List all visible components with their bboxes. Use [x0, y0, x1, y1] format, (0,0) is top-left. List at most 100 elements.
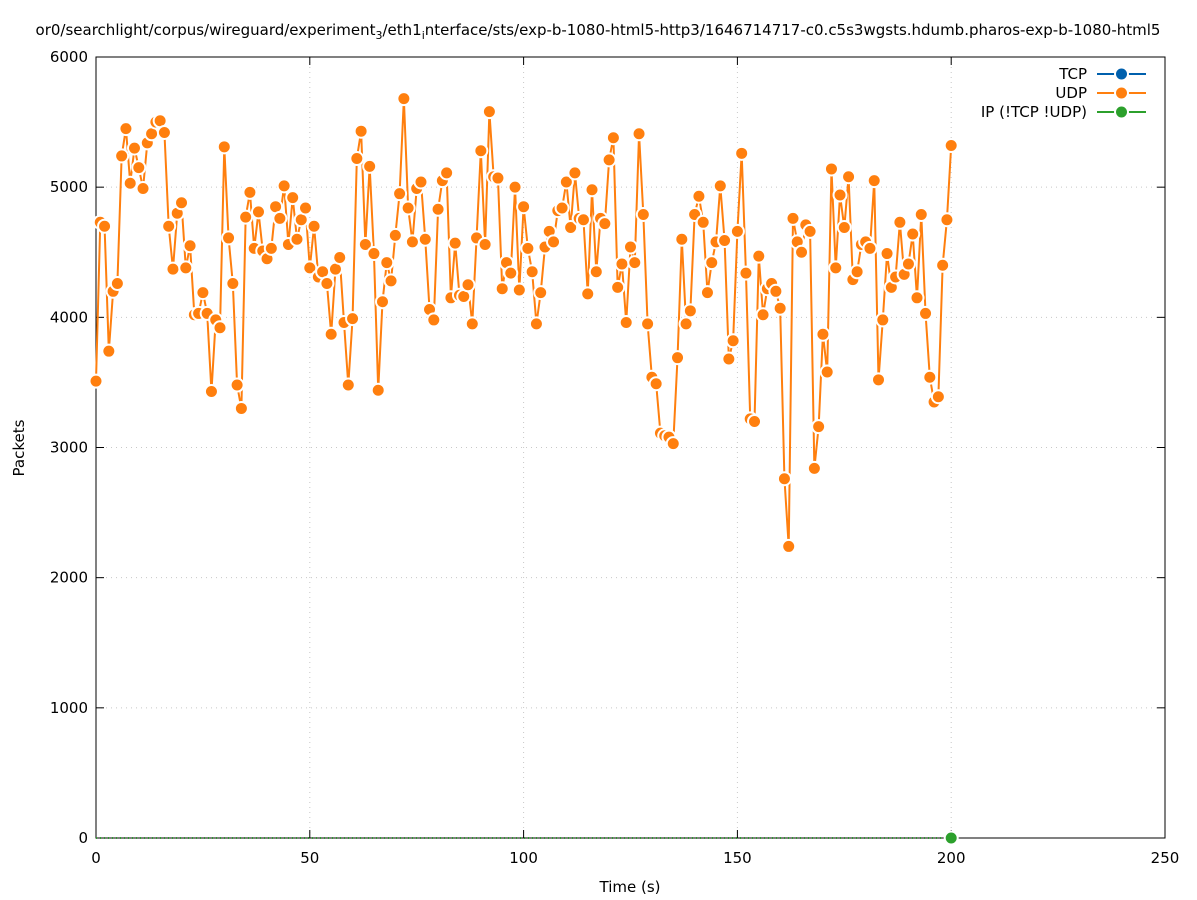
data-point [340, 377, 356, 393]
data-point [635, 207, 651, 223]
data-point [918, 305, 934, 321]
data-point [721, 351, 737, 367]
data-point [216, 139, 232, 155]
data-point [841, 169, 857, 185]
data-point [392, 186, 408, 202]
data-point [477, 236, 493, 252]
data-point [575, 212, 591, 228]
data-point [178, 260, 194, 276]
legend-label: UDP [1055, 84, 1087, 102]
data-point [97, 218, 113, 234]
data-point [126, 140, 142, 156]
legend-item-ip-tcp-udp: IP (!TCP !UDP) [981, 103, 1146, 121]
data-point [922, 369, 938, 385]
data-point [383, 273, 399, 289]
data-point [738, 265, 754, 281]
data-point [627, 255, 643, 271]
data-point [751, 248, 767, 264]
data-point [806, 460, 822, 476]
y-tick-label: 2000 [50, 569, 88, 587]
data-point [156, 124, 172, 140]
data-point [238, 209, 254, 225]
title-segment: nterface/sts/exp-b-1080-html5-http3/1646… [425, 21, 1161, 39]
data-point [567, 165, 583, 181]
data-point [473, 143, 489, 159]
data-point [263, 240, 279, 256]
data-point [755, 307, 771, 323]
series-ip-tcp-udp [96, 830, 959, 846]
data-point [229, 377, 245, 393]
x-tick-label: 250 [1151, 849, 1180, 867]
data-point [939, 212, 955, 228]
grid [96, 57, 1165, 838]
data-point [272, 210, 288, 226]
data-point [584, 182, 600, 198]
data-point [298, 200, 314, 216]
y-tick-label: 5000 [50, 178, 88, 196]
data-point [712, 178, 728, 194]
axes: 0 1000 2000 3000 4000 5000 6000 0 50 100 150 200 250 [50, 48, 1180, 867]
data-point [815, 326, 831, 342]
data-point [195, 285, 211, 301]
x-tick-label: 0 [91, 849, 101, 867]
chart-title: or0/searchlight/corpus/wireguard/experim… [36, 21, 1161, 42]
data-point [558, 174, 574, 190]
data-point [678, 316, 694, 332]
data-point [614, 256, 630, 272]
data-point [426, 312, 442, 328]
data-point [203, 384, 219, 400]
data-point [165, 261, 181, 277]
data-point [943, 138, 959, 154]
data-point [704, 255, 720, 271]
data-point [88, 373, 104, 389]
data-point [943, 830, 959, 846]
title-subscript: 3 [375, 29, 382, 42]
data-point [640, 316, 656, 332]
data-point [871, 372, 887, 388]
data-point [289, 231, 305, 247]
data-point [866, 173, 882, 189]
data-point [114, 148, 130, 164]
data-point [909, 290, 925, 306]
data-point [879, 246, 895, 262]
data-point [507, 179, 523, 195]
data-point [319, 275, 335, 291]
data-point [776, 471, 792, 487]
x-tick-label: 50 [300, 849, 319, 867]
data-point [580, 286, 596, 302]
data-point [900, 256, 916, 272]
y-tick-label: 4000 [50, 308, 88, 326]
data-point [131, 160, 147, 176]
data-point [101, 343, 117, 359]
data-point [242, 184, 258, 200]
data-point [781, 538, 797, 554]
data-point [374, 294, 390, 310]
legend-label: IP (!TCP !UDP) [981, 103, 1087, 121]
data-point [699, 285, 715, 301]
data-point [772, 300, 788, 316]
data-point [875, 312, 891, 328]
legend-item-tcp: TCP [1058, 65, 1146, 83]
data-point [682, 303, 698, 319]
data-point [511, 282, 527, 298]
data-point [182, 238, 198, 254]
x-tick-label: 200 [937, 849, 966, 867]
data-point [862, 240, 878, 256]
series-layer [88, 91, 959, 846]
data-point [439, 165, 455, 181]
data-point [349, 151, 365, 167]
data-point [494, 281, 510, 297]
data-point [533, 285, 549, 301]
data-point [430, 201, 446, 217]
data-point [691, 188, 707, 204]
x-tick-label: 150 [723, 849, 752, 867]
data-point [122, 175, 138, 191]
data-point [353, 123, 369, 139]
data-point [161, 218, 177, 234]
data-point [323, 326, 339, 342]
data-point [794, 244, 810, 260]
data-point [404, 234, 420, 250]
data-point [118, 121, 134, 137]
data-point [930, 389, 946, 405]
